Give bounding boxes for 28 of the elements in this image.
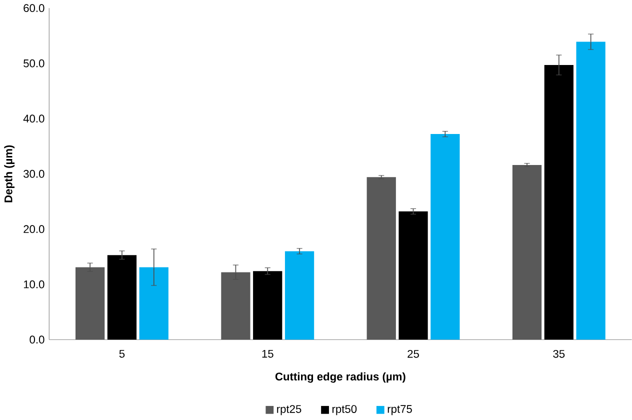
- bar: [221, 272, 250, 340]
- y-tick-label: 30.0: [24, 170, 44, 178]
- x-axis-title: Cutting edge radius (µm): [275, 372, 406, 383]
- x-tick-label: 25: [408, 350, 419, 358]
- x-tick-label: 35: [553, 350, 565, 358]
- y-tick-label: 50.0: [24, 59, 44, 68]
- bar: [284, 251, 314, 340]
- y-tick-label: 40.0: [23, 114, 44, 122]
- y-tick-label: 60.0: [24, 4, 44, 12]
- y-tick-label: 10.0: [24, 280, 44, 288]
- y-axis-title: Depth (µm): [4, 145, 15, 202]
- bar: [366, 177, 396, 340]
- legend-label: rpt25: [277, 404, 302, 416]
- y-tick-label: 20.0: [24, 225, 44, 233]
- bar: [253, 270, 282, 340]
- x-tick-label: 15: [262, 350, 274, 358]
- bar: [398, 211, 428, 340]
- legend-label: rpt75: [388, 405, 412, 415]
- bar: [139, 267, 168, 340]
- bar: [512, 164, 542, 340]
- bar: [76, 267, 105, 340]
- bar: [544, 64, 574, 340]
- x-tick-label: 5: [119, 350, 125, 358]
- bar: [107, 254, 137, 340]
- y-tick-label: 0.0: [30, 336, 44, 344]
- bar: [430, 134, 460, 340]
- bar: [576, 42, 606, 340]
- legend-label: rpt50: [332, 404, 357, 416]
